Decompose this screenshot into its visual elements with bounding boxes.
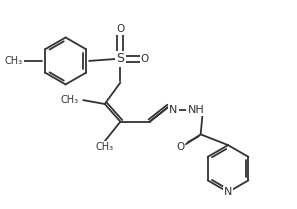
Text: N: N xyxy=(169,105,177,115)
Text: N: N xyxy=(224,187,232,197)
Text: O: O xyxy=(176,142,184,152)
Text: NH: NH xyxy=(187,105,204,115)
Text: O: O xyxy=(116,24,124,34)
Text: CH₃: CH₃ xyxy=(96,142,114,152)
Text: CH₃: CH₃ xyxy=(4,56,23,66)
Text: S: S xyxy=(116,52,124,65)
Text: O: O xyxy=(141,54,149,64)
Text: CH₃: CH₃ xyxy=(60,95,78,105)
